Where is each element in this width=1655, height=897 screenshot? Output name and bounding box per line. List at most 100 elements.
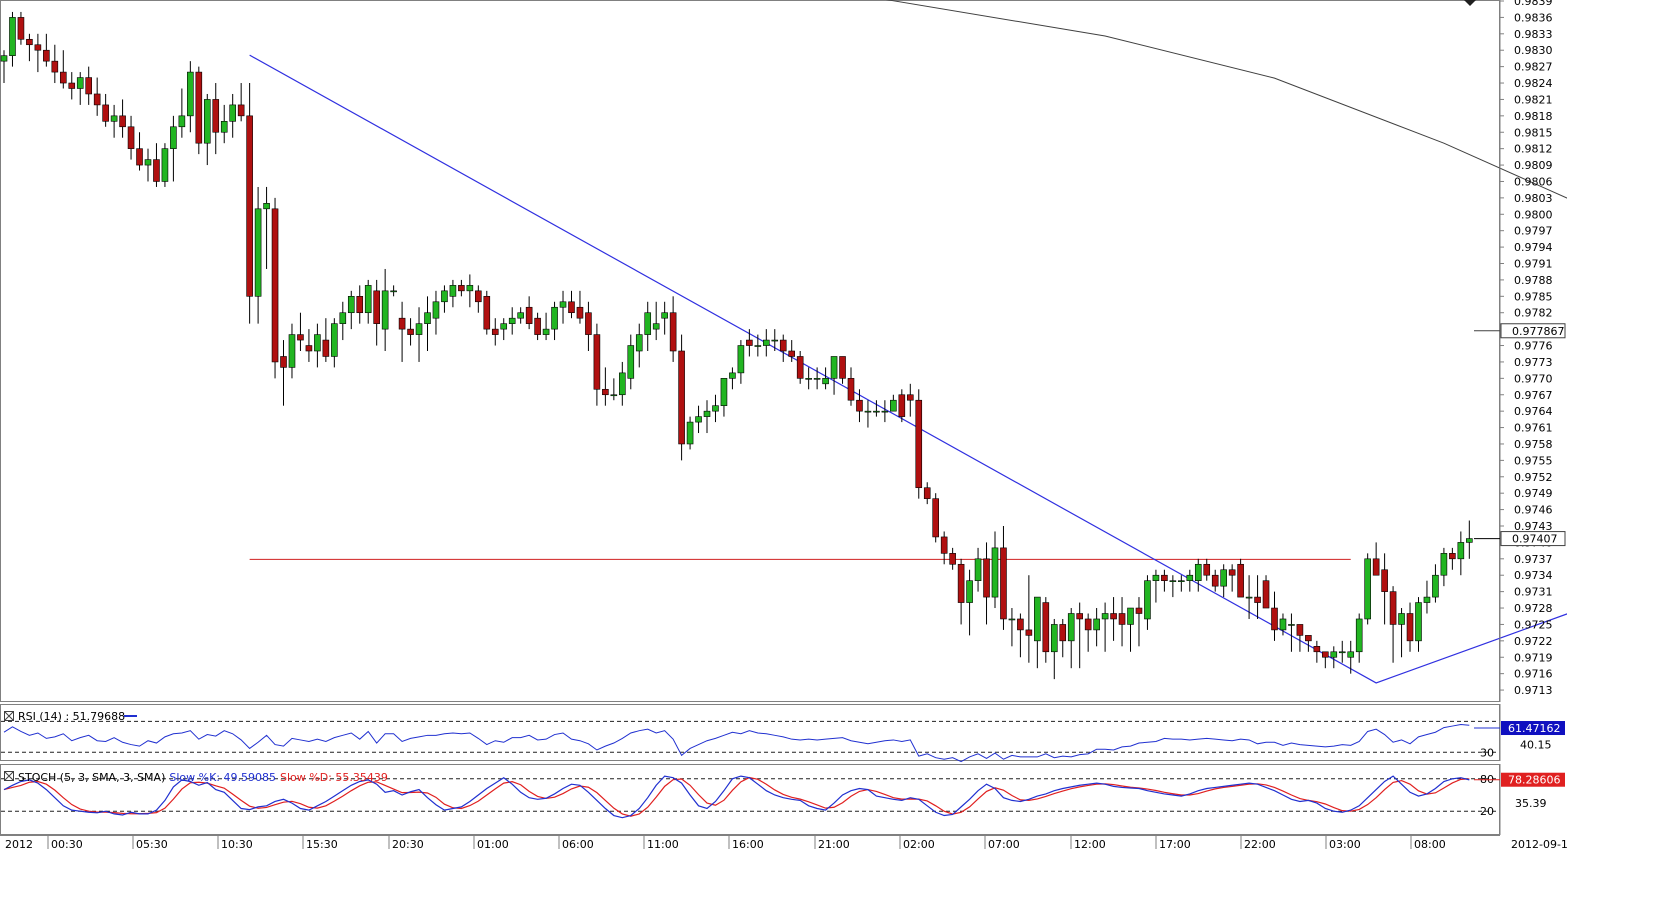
candle	[551, 301, 558, 341]
candle	[830, 356, 838, 395]
candle	[1186, 569, 1194, 592]
candle	[1093, 608, 1100, 647]
stoch-d-label: Slow %D: 55.35439	[280, 771, 388, 784]
candle	[932, 493, 940, 543]
stoch-close-icon[interactable]	[4, 771, 14, 781]
candle	[1178, 575, 1185, 592]
candle-body	[661, 312, 668, 319]
price-tick-label: 0.9839	[1514, 0, 1553, 8]
candle	[441, 285, 448, 313]
candle-body	[923, 487, 931, 499]
candle	[991, 531, 999, 609]
candle	[288, 323, 296, 379]
candle	[491, 318, 499, 346]
candle-body	[254, 208, 262, 297]
candle	[483, 290, 491, 335]
candle-body	[1415, 602, 1422, 642]
candle-body	[974, 558, 982, 581]
ma-value-tag-box	[1500, 323, 1566, 339]
candle	[187, 61, 194, 133]
candle-body	[1364, 558, 1371, 620]
candle-body	[85, 77, 92, 95]
candle	[856, 389, 863, 423]
candle-body	[170, 126, 177, 149]
candle-body	[568, 301, 575, 314]
candle-body	[466, 285, 474, 292]
candle	[754, 334, 762, 357]
candle	[347, 290, 355, 330]
candle	[1042, 597, 1050, 663]
candle	[1008, 608, 1016, 647]
candle-body	[449, 285, 457, 297]
candle-body	[161, 148, 169, 182]
price-tick-label: 0.9767	[1514, 389, 1553, 402]
zigzag-line	[249, 54, 1567, 684]
candle-body	[1322, 651, 1329, 658]
candle-body	[1084, 618, 1092, 631]
candle	[102, 93, 109, 127]
candle-body	[1127, 607, 1134, 625]
time-tick-label: 01:00	[477, 838, 509, 851]
candle-body	[1000, 547, 1007, 620]
candle-body	[1406, 613, 1414, 642]
stoch-tick-label: 20	[1480, 805, 1494, 818]
candle-body	[881, 410, 889, 413]
candle-body	[1067, 613, 1075, 642]
candle-body	[322, 339, 330, 357]
stoch-label: STOCH (5, 3, SMA, 3, SMA)	[18, 771, 165, 784]
candle	[813, 367, 821, 390]
price-tick-label: 0.9722	[1514, 635, 1553, 648]
candle	[59, 50, 67, 89]
candle	[390, 285, 397, 297]
candle	[144, 148, 152, 182]
candle-body	[1432, 574, 1439, 598]
candle-body	[1288, 624, 1295, 626]
candle-body	[203, 99, 211, 144]
candle	[1372, 542, 1380, 576]
candle-body	[68, 82, 76, 89]
candle	[373, 279, 380, 346]
candle	[1076, 602, 1083, 669]
stoch-k-line	[3, 775, 1470, 819]
rsi-tick-label: 30	[1480, 746, 1494, 759]
candle	[1381, 553, 1388, 625]
candle-body	[1423, 596, 1431, 603]
candle	[136, 132, 143, 171]
candle	[525, 296, 533, 330]
candle	[297, 312, 304, 351]
candle-body	[373, 290, 380, 324]
candle-body	[1372, 558, 1380, 576]
candle-body	[1228, 569, 1236, 576]
price-tick-label: 0.9812	[1514, 143, 1553, 156]
price-tick-label: 0.9746	[1514, 504, 1553, 517]
candle	[1296, 624, 1304, 652]
candle-body	[34, 44, 42, 51]
candle	[847, 367, 855, 406]
candle-body	[1457, 542, 1465, 560]
candle-body	[652, 323, 660, 330]
candle	[212, 83, 220, 155]
candle	[1254, 575, 1261, 619]
candle	[398, 301, 406, 362]
candle	[906, 383, 914, 417]
moving-average-layer	[885, 0, 1567, 199]
candle	[873, 400, 880, 417]
candle-body	[1034, 596, 1041, 642]
candle	[203, 93, 211, 166]
candle	[0, 50, 8, 84]
candle	[1000, 526, 1007, 630]
scroll-marker-icon[interactable]	[1464, 0, 1476, 6]
candle	[263, 186, 270, 269]
candle	[610, 378, 618, 401]
price-tick-label: 0.9806	[1514, 175, 1553, 188]
candle-body	[483, 296, 491, 330]
candle-body	[788, 350, 796, 357]
candle-body	[51, 60, 59, 73]
chart-root: 0.9839 0.9836 0.9833 0.9830 0.9827 0.9824 0.98…	[0, 0, 1567, 851]
candle	[1237, 558, 1244, 598]
rsi-close-icon[interactable]	[4, 711, 14, 721]
candle-body	[703, 410, 711, 417]
candle	[1144, 575, 1151, 630]
price-tick-label: 0.9770	[1514, 372, 1553, 385]
candle	[1025, 575, 1033, 663]
